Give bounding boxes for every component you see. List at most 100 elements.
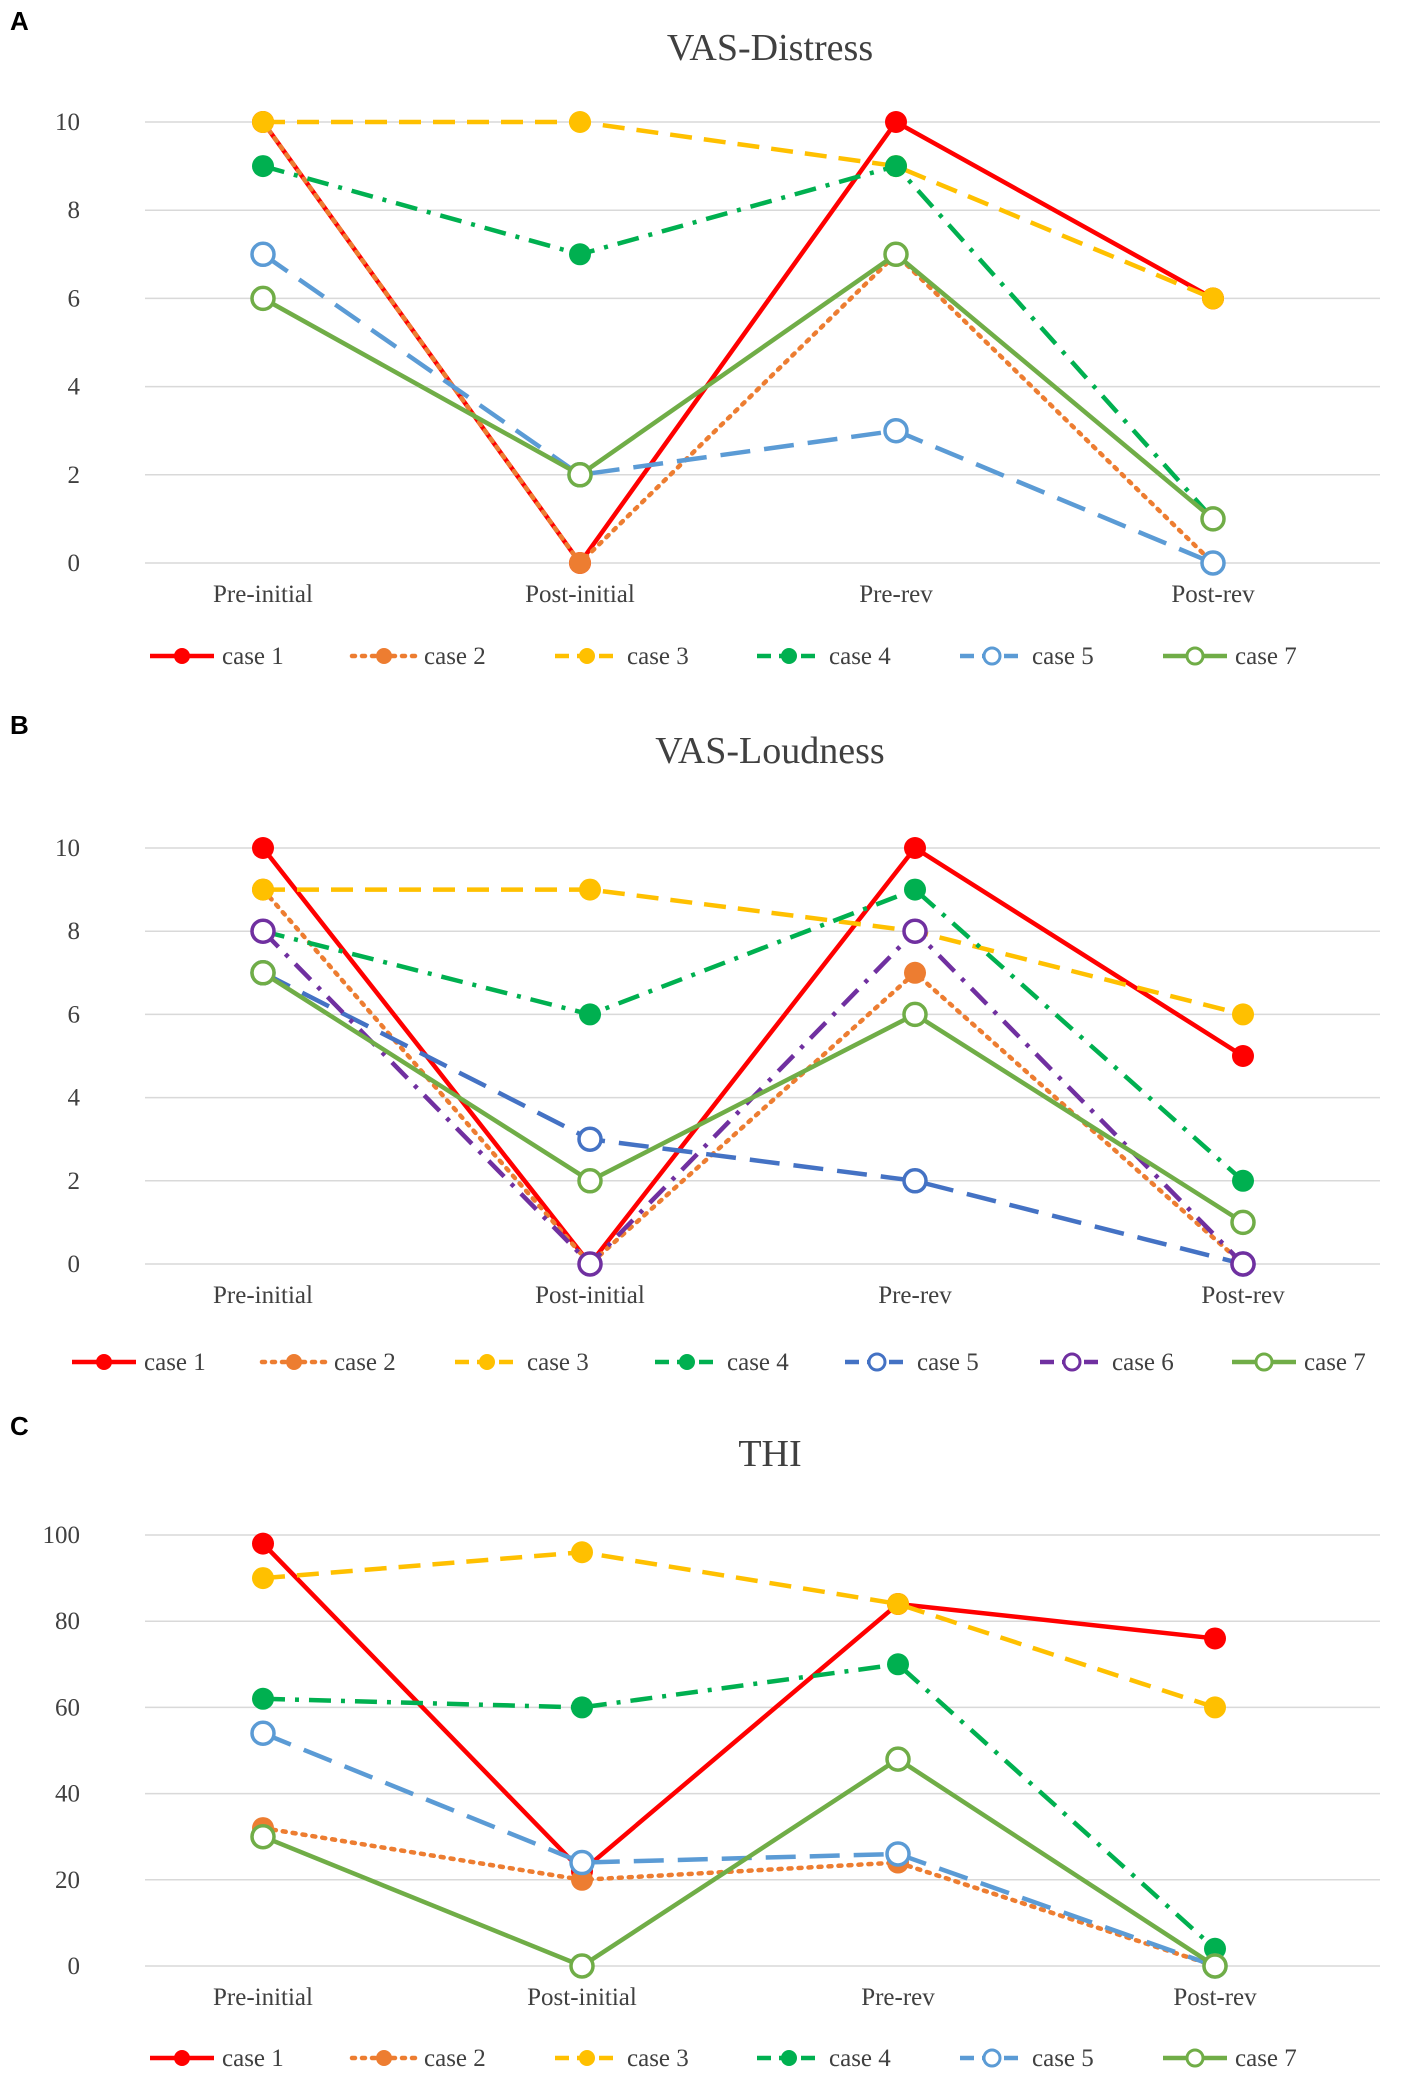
y-tick-label: 10 <box>55 835 80 862</box>
y-tick-label: 10 <box>55 109 80 136</box>
legend-marker <box>781 2050 797 2066</box>
legend-marker <box>579 2050 595 2066</box>
series-line <box>262 1731 1216 1969</box>
data-point <box>250 960 276 986</box>
data-point <box>569 111 591 133</box>
data-point <box>1202 1953 1228 1979</box>
data-point <box>1230 1251 1256 1277</box>
y-tick-label: 80 <box>55 1608 80 1635</box>
legend-label: case 5 <box>1032 643 1094 670</box>
legend-label: case 7 <box>1235 643 1297 670</box>
data-point <box>579 1003 601 1026</box>
data-point <box>567 462 593 488</box>
legend-item-case-1: case 1 <box>150 2045 284 2072</box>
x-tick-label: Pre-rev <box>859 581 933 608</box>
data-point <box>885 155 907 178</box>
data-point <box>1204 1627 1226 1650</box>
legend-label: case 3 <box>627 643 689 670</box>
legend-item-case-1: case 1 <box>150 643 284 670</box>
legend-item-case-2: case 2 <box>349 643 486 670</box>
chart-title: VAS-Loudness <box>655 730 884 772</box>
data-point <box>904 878 926 901</box>
data-point <box>885 111 907 133</box>
data-point <box>571 1541 593 1564</box>
data-point <box>904 961 926 984</box>
data-point <box>252 111 274 133</box>
legend-item-case-3: case 3 <box>455 1349 589 1376</box>
data-point <box>904 837 926 859</box>
legend-label: case 4 <box>829 2045 891 2072</box>
data-point <box>569 1849 595 1876</box>
series-line <box>263 887 1244 1017</box>
legend-label: case 2 <box>424 643 486 670</box>
series-case-2 <box>252 1817 1226 1977</box>
legend-item-case-6: case 6 <box>1040 1349 1174 1376</box>
legend-label: case 7 <box>1304 1349 1366 1376</box>
series-line <box>261 970 1244 1267</box>
legend-item-case-2: case 2 <box>259 1349 396 1376</box>
legend-label: case 5 <box>917 1349 979 1376</box>
data-point <box>252 1532 274 1555</box>
series-line <box>262 1662 1217 1951</box>
y-tick-label: 8 <box>68 918 81 945</box>
y-tick-label: 4 <box>68 1085 81 1112</box>
data-point <box>250 1720 276 1747</box>
series-line <box>260 1825 1218 1969</box>
y-tick-label: 6 <box>68 285 81 312</box>
series-case-4 <box>252 878 1254 1192</box>
data-point <box>252 155 274 178</box>
series-case-2 <box>252 878 1254 1275</box>
legend-marker <box>376 648 392 664</box>
data-point <box>571 1868 593 1891</box>
legend-label: case 2 <box>424 2045 486 2072</box>
y-tick-label: 0 <box>68 550 81 577</box>
y-tick-label: 60 <box>55 1694 80 1721</box>
legend-item-case-5: case 5 <box>960 2045 1094 2072</box>
data-point <box>250 918 276 944</box>
series-line <box>262 887 1245 1183</box>
x-tick-label: Post-initial <box>527 1984 637 2011</box>
legend-marker <box>286 1354 302 1370</box>
data-point <box>577 1126 603 1152</box>
series-case-5 <box>250 1720 1228 1979</box>
chart-panel-a: A VAS-Distress 0 2 4 6 8 10 Pre-initial Post-init… <box>10 6 1380 670</box>
data-point <box>1202 287 1224 310</box>
legend-label: case 4 <box>727 1349 789 1376</box>
y-tick-label: 4 <box>68 374 81 401</box>
legend-marker <box>579 648 595 664</box>
series-case-5 <box>250 960 1256 1277</box>
data-point <box>902 1168 928 1194</box>
legend-marker <box>1062 1352 1082 1372</box>
chart-title: THI <box>738 1433 801 1475</box>
y-tick-label: 2 <box>68 462 81 489</box>
legend-item-case-4: case 4 <box>757 2045 891 2072</box>
series-line <box>261 252 1215 521</box>
data-point <box>252 1567 274 1590</box>
legend-marker <box>174 648 190 664</box>
legend-item-case-3: case 3 <box>555 2045 689 2072</box>
data-point <box>250 241 276 268</box>
x-tick-label: Pre-initial <box>213 1984 313 2011</box>
legend-label: case 3 <box>527 1349 589 1376</box>
series-line <box>260 887 1246 1267</box>
legend-marker <box>1254 1352 1274 1372</box>
legend-item-case-4: case 4 <box>757 643 891 670</box>
data-point <box>885 1841 911 1867</box>
series-case-4 <box>252 155 1224 530</box>
data-point <box>902 1001 928 1028</box>
data-point <box>569 1953 595 1979</box>
series-case-7 <box>250 241 1226 532</box>
chart-title: VAS-Distress <box>667 27 873 69</box>
data-point <box>569 243 591 266</box>
x-tick-label: Pre-rev <box>878 1282 952 1309</box>
x-tick-label: Pre-initial <box>213 581 313 608</box>
data-point <box>1232 1003 1254 1026</box>
legend-marker <box>867 1352 887 1372</box>
series-line <box>261 1542 1216 1874</box>
data-point <box>1232 1169 1254 1192</box>
series-line <box>261 252 1214 566</box>
series-line <box>260 119 1216 566</box>
legend-label: case 3 <box>627 2045 689 2072</box>
y-tick-label: 6 <box>68 1001 81 1028</box>
